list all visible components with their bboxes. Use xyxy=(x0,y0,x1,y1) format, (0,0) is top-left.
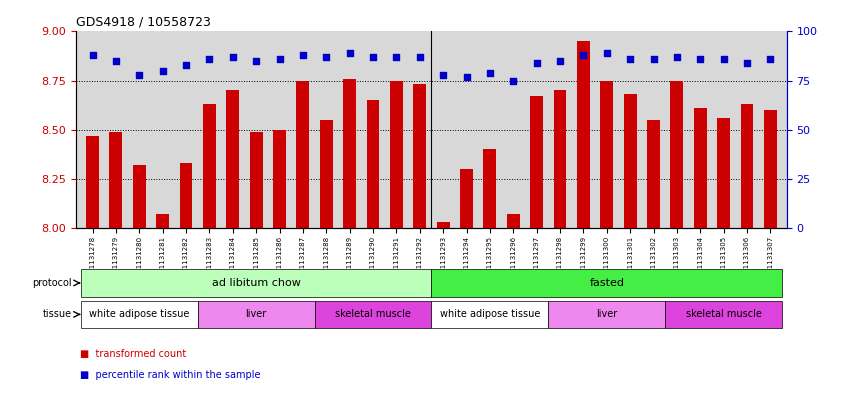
Point xyxy=(600,50,613,56)
Point xyxy=(226,54,239,60)
Bar xyxy=(250,132,262,228)
Text: fasted: fasted xyxy=(590,278,624,288)
Point xyxy=(343,50,356,56)
Bar xyxy=(624,94,636,228)
Bar xyxy=(273,130,286,228)
Bar xyxy=(198,301,315,328)
Bar xyxy=(86,136,99,228)
Bar xyxy=(740,104,754,228)
Text: liver: liver xyxy=(596,309,618,320)
Bar xyxy=(390,81,403,228)
Bar xyxy=(553,90,567,228)
Bar xyxy=(81,301,198,328)
Bar xyxy=(530,96,543,228)
Bar xyxy=(414,84,426,228)
Bar xyxy=(671,81,684,228)
Text: ■  percentile rank within the sample: ■ percentile rank within the sample xyxy=(80,370,261,380)
Bar xyxy=(179,163,192,228)
Point xyxy=(717,56,730,62)
Point xyxy=(156,68,169,74)
Point xyxy=(390,54,404,60)
Point xyxy=(366,54,380,60)
Point xyxy=(646,56,660,62)
Bar xyxy=(296,81,310,228)
Bar xyxy=(507,214,519,228)
Bar xyxy=(431,301,548,328)
Bar xyxy=(483,149,497,228)
Point xyxy=(483,70,497,76)
Text: ad libitum chow: ad libitum chow xyxy=(212,278,300,288)
Bar xyxy=(366,100,380,228)
Point xyxy=(764,56,777,62)
Bar xyxy=(548,301,665,328)
Bar xyxy=(133,165,146,228)
Bar xyxy=(717,118,730,228)
Point xyxy=(740,60,754,66)
Point xyxy=(624,56,637,62)
Bar xyxy=(577,41,590,228)
Point xyxy=(670,54,684,60)
Point xyxy=(459,73,473,80)
Bar xyxy=(315,301,431,328)
Bar xyxy=(81,269,431,297)
Point xyxy=(577,52,591,58)
Bar xyxy=(109,132,123,228)
Point xyxy=(179,62,193,68)
Text: GDS4918 / 10558723: GDS4918 / 10558723 xyxy=(76,16,211,29)
Point xyxy=(553,58,567,64)
Point xyxy=(109,58,123,64)
Text: protocol: protocol xyxy=(32,278,72,288)
Point xyxy=(272,56,286,62)
Bar xyxy=(437,222,449,228)
Bar xyxy=(343,79,356,228)
Bar xyxy=(665,301,782,328)
Bar xyxy=(694,108,706,228)
Bar xyxy=(460,169,473,228)
Point xyxy=(530,60,543,66)
Point xyxy=(507,77,520,84)
Text: white adipose tissue: white adipose tissue xyxy=(440,309,540,320)
Text: skeletal muscle: skeletal muscle xyxy=(335,309,411,320)
Bar xyxy=(431,269,782,297)
Text: liver: liver xyxy=(245,309,266,320)
Bar xyxy=(157,214,169,228)
Bar xyxy=(601,81,613,228)
Point xyxy=(694,56,707,62)
Point xyxy=(320,54,333,60)
Bar xyxy=(227,90,239,228)
Bar xyxy=(320,120,332,228)
Bar xyxy=(764,110,777,228)
Text: tissue: tissue xyxy=(43,309,72,320)
Point xyxy=(296,52,310,58)
Point xyxy=(413,54,426,60)
Bar xyxy=(203,104,216,228)
Point xyxy=(85,52,99,58)
Text: white adipose tissue: white adipose tissue xyxy=(89,309,190,320)
Point xyxy=(133,72,146,78)
Point xyxy=(203,56,217,62)
Text: skeletal muscle: skeletal muscle xyxy=(686,309,761,320)
Point xyxy=(437,72,450,78)
Bar xyxy=(647,120,660,228)
Text: ■  transformed count: ■ transformed count xyxy=(80,349,187,359)
Point xyxy=(250,58,263,64)
